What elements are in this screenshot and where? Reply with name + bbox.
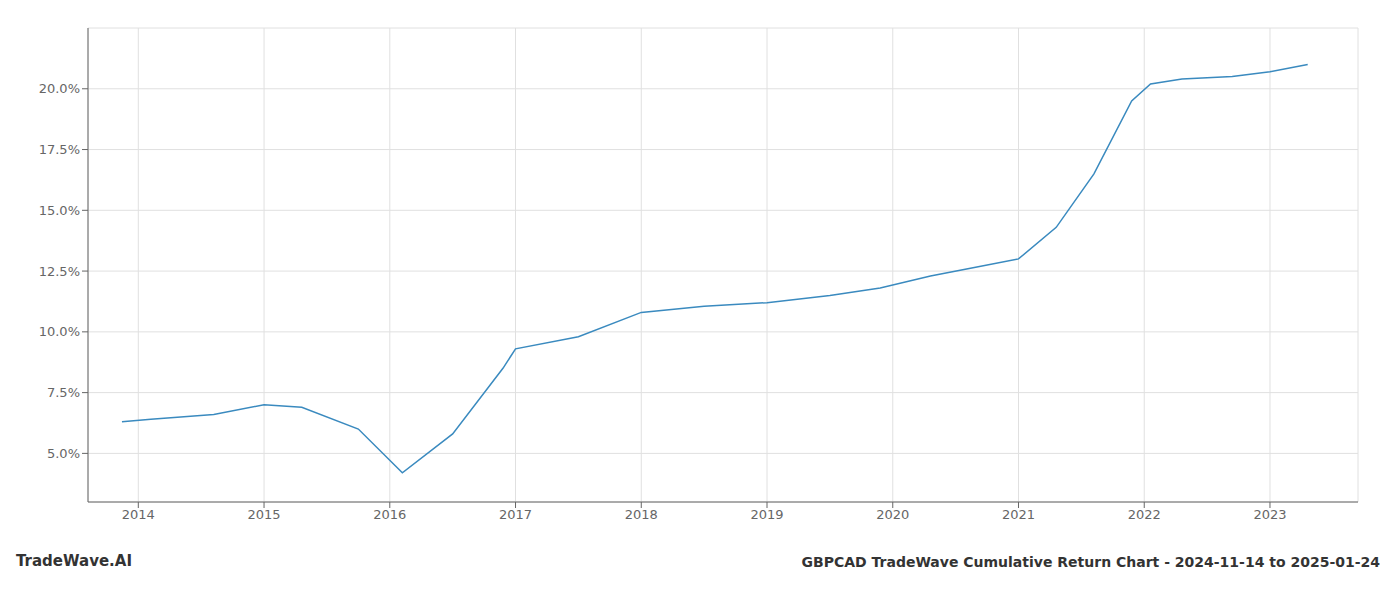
svg-text:17.5%: 17.5%: [39, 142, 80, 157]
svg-text:2021: 2021: [1002, 507, 1035, 522]
svg-text:15.0%: 15.0%: [39, 203, 80, 218]
svg-text:2020: 2020: [876, 507, 909, 522]
svg-text:2023: 2023: [1253, 507, 1286, 522]
svg-text:2017: 2017: [499, 507, 532, 522]
svg-text:2018: 2018: [625, 507, 658, 522]
svg-text:2014: 2014: [122, 507, 155, 522]
svg-text:20.0%: 20.0%: [39, 81, 80, 96]
svg-text:10.0%: 10.0%: [39, 324, 80, 339]
svg-text:12.5%: 12.5%: [39, 264, 80, 279]
svg-text:2015: 2015: [247, 507, 280, 522]
svg-text:7.5%: 7.5%: [47, 385, 80, 400]
svg-text:5.0%: 5.0%: [47, 446, 80, 461]
svg-text:2019: 2019: [750, 507, 783, 522]
svg-text:2016: 2016: [373, 507, 406, 522]
html-text:GBPCAD TradeWave Cumulative Re: GBPCAD TradeWave Cumulative Return Chart…: [801, 554, 1380, 570]
html-text:TradeWave.AI: TradeWave.AI: [16, 552, 132, 570]
svg-text:2022: 2022: [1128, 507, 1161, 522]
